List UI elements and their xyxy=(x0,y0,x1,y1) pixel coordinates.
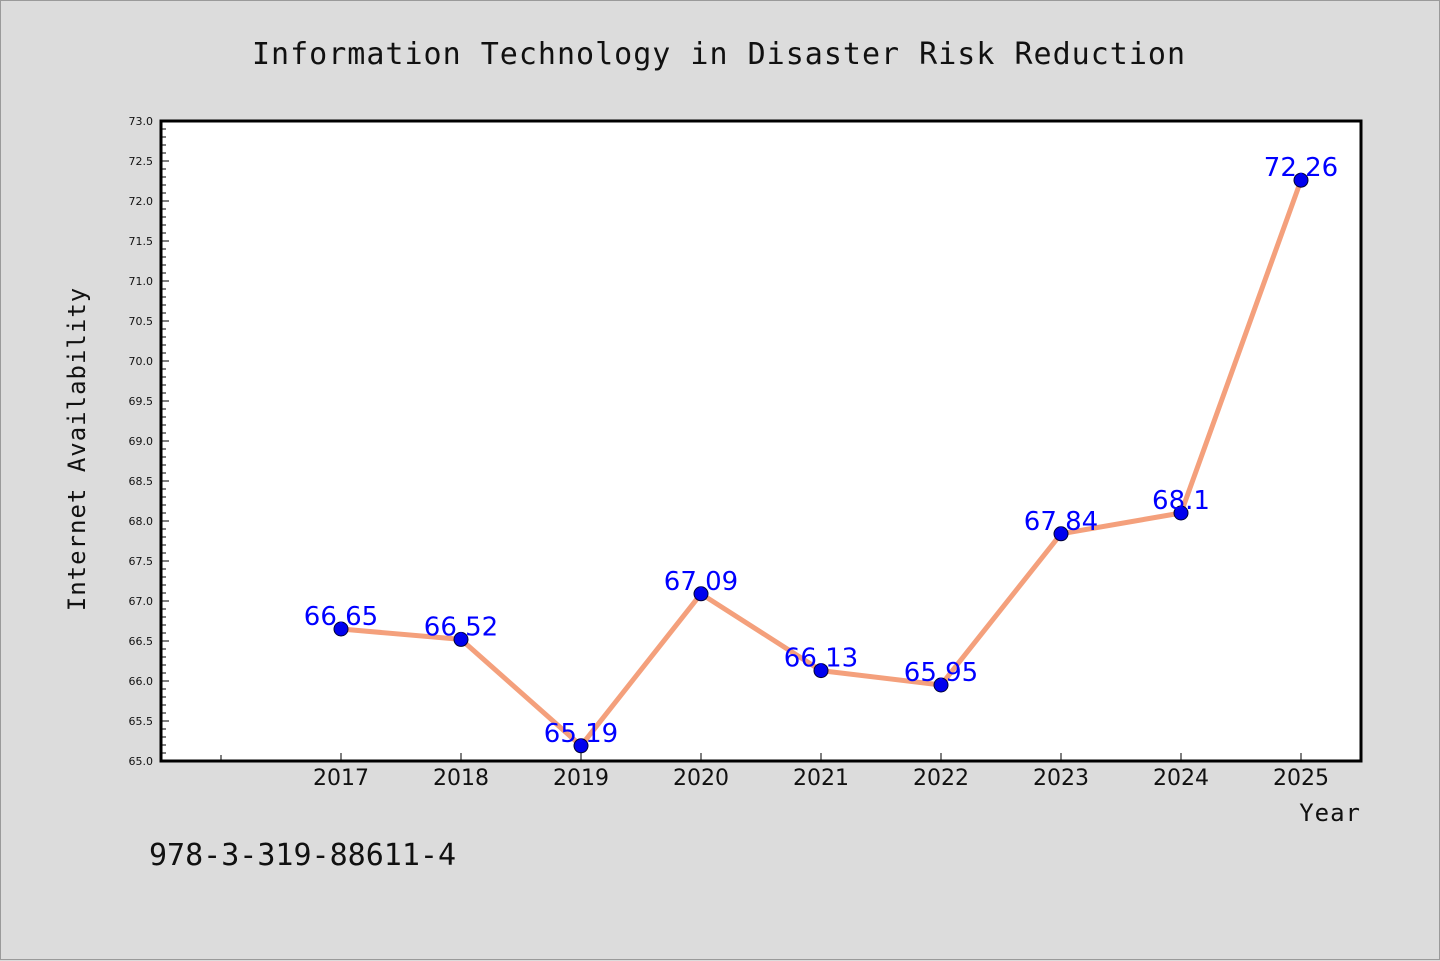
y-tick-label: 65.0 xyxy=(129,755,154,768)
data-label: 72.26 xyxy=(1264,153,1338,183)
y-tick-label: 65.5 xyxy=(129,715,154,728)
y-tick-label: 73.0 xyxy=(129,115,154,128)
x-tick-label: 2023 xyxy=(1033,766,1089,791)
series-line-group: 66.65 66.52 65.19 67.09 66.13 65.95 67.84 68.1 7… xyxy=(304,153,1338,754)
isbn-text: 978-3-319-88611-4 xyxy=(149,838,456,873)
plot-area xyxy=(159,119,1363,763)
y-tick-label: 72.5 xyxy=(129,155,154,168)
data-point xyxy=(813,663,829,679)
data-point xyxy=(1053,526,1069,542)
y-tick-label: 68.5 xyxy=(129,475,154,488)
x-tick-label: 2018 xyxy=(433,766,489,791)
x-tick-label: 2025 xyxy=(1273,766,1329,791)
x-axis-label: Year xyxy=(1299,799,1361,827)
x-tick-label: 2022 xyxy=(913,766,969,791)
y-tick-label: 71.5 xyxy=(129,235,154,248)
y-tick-label: 70.5 xyxy=(129,315,154,328)
chart-title: Information Technology in Disaster Risk … xyxy=(252,37,1186,72)
y-tick-label: 67.0 xyxy=(129,595,154,608)
data-label: 67.09 xyxy=(664,567,738,597)
y-tick-label: 69.0 xyxy=(129,435,154,448)
data-label: 68.1 xyxy=(1152,486,1210,516)
y-tick-label: 68.0 xyxy=(129,515,154,528)
data-point xyxy=(1173,505,1189,521)
data-label: 67.84 xyxy=(1024,507,1098,537)
x-axis: 2017 2018 2019 2020 2021 2022 2023 2024 2025 xyxy=(220,753,1329,791)
data-point xyxy=(333,621,349,637)
data-label: 66.52 xyxy=(424,612,498,642)
data-label: 65.19 xyxy=(544,719,618,749)
data-label: 66.13 xyxy=(784,644,858,674)
y-tick-label: 72.0 xyxy=(129,195,154,208)
data-point xyxy=(933,677,949,693)
y-tick-label: 70.0 xyxy=(129,355,154,368)
data-point xyxy=(573,738,589,754)
y-tick-label: 71.0 xyxy=(129,275,154,288)
y-tick-label: 69.5 xyxy=(129,395,154,408)
x-tick-label: 2020 xyxy=(673,766,729,791)
y-axis-label: Internet Availability xyxy=(63,287,91,611)
y-tick-label: 67.5 xyxy=(129,555,154,568)
x-tick-label: 2019 xyxy=(553,766,609,791)
y-tick-label: 66.5 xyxy=(129,635,154,648)
x-tick-label: 2021 xyxy=(793,766,849,791)
x-tick-label: 2024 xyxy=(1153,766,1209,791)
y-tick-label: 66.0 xyxy=(129,675,154,688)
y-axis: 65.0 65.5 66.0 66.5 67.0 67.5 68.0 68.5 69.0 69.5… xyxy=(129,115,169,768)
data-label: 66.65 xyxy=(304,602,378,632)
data-point xyxy=(1293,172,1309,188)
data-point xyxy=(693,586,709,602)
data-label: 65.95 xyxy=(904,658,978,688)
data-point xyxy=(453,631,469,647)
x-tick-label: 2017 xyxy=(313,766,369,791)
